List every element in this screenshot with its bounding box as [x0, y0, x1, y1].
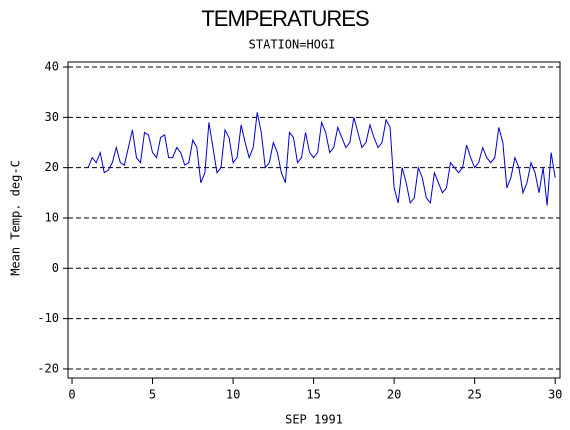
chart-subtitle: STATION=HOGI	[249, 38, 336, 52]
y-tick-label: -20	[37, 361, 59, 375]
y-tick-label: -10	[37, 311, 59, 325]
x-tick-label: 0	[68, 388, 75, 402]
y-tick-label: 20	[45, 160, 59, 174]
y-tick-label: 0	[52, 261, 59, 275]
x-axis-label: SEP 1991	[285, 413, 343, 427]
x-tick-label: 25	[467, 388, 481, 402]
plot-frame	[67, 61, 561, 379]
x-tick-label: 5	[149, 388, 156, 402]
y-tick-label: 40	[45, 60, 59, 74]
x-tick-label: 10	[226, 388, 240, 402]
data-line	[87, 112, 556, 206]
y-tick-label: 30	[45, 110, 59, 124]
y-tick-label: 10	[45, 210, 59, 224]
x-tick-label: 15	[306, 388, 320, 402]
chart-title: TEMPERATURES	[201, 6, 369, 31]
y-axis-label: Mean Temp. deg-C	[9, 160, 23, 276]
x-tick-label: 20	[387, 388, 401, 402]
x-tick-label: 30	[548, 388, 562, 402]
